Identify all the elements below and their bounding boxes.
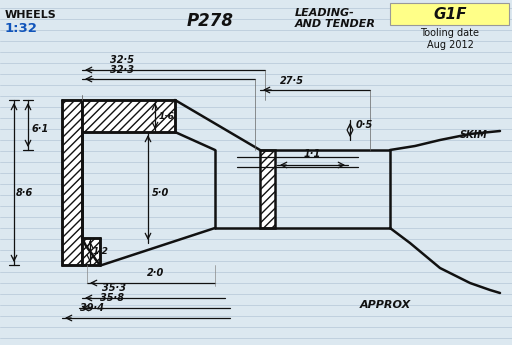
Text: P278: P278: [186, 12, 233, 30]
Bar: [390, 3, 509, 25]
Text: 0·5: 0·5: [356, 120, 373, 130]
Text: 39·4: 39·4: [80, 303, 104, 313]
Text: 35·3: 35·3: [102, 283, 126, 293]
Text: 1·2: 1·2: [93, 247, 109, 256]
Text: WHEELS: WHEELS: [5, 10, 57, 20]
Polygon shape: [82, 100, 175, 132]
Text: 1·6: 1·6: [159, 111, 175, 120]
Text: Tooling date
Aug 2012: Tooling date Aug 2012: [420, 28, 480, 50]
Text: AND TENDER: AND TENDER: [295, 19, 376, 29]
Text: 1:32: 1:32: [5, 22, 38, 35]
Text: 8·6: 8·6: [16, 187, 33, 197]
Text: 35·8: 35·8: [100, 293, 124, 303]
Text: 27·5: 27·5: [280, 76, 304, 86]
Polygon shape: [82, 238, 100, 265]
Polygon shape: [260, 150, 275, 228]
Text: 2·0: 2·0: [147, 268, 165, 278]
Text: 32·3: 32·3: [110, 65, 134, 75]
Text: 5·0: 5·0: [152, 187, 169, 197]
Text: APPROX: APPROX: [360, 300, 411, 310]
Text: LEADING-: LEADING-: [295, 8, 355, 18]
Text: 1·1: 1·1: [304, 149, 321, 159]
Text: SKIM: SKIM: [460, 130, 488, 140]
Polygon shape: [62, 100, 82, 265]
Text: G1F: G1F: [433, 7, 467, 21]
Text: 6·1: 6·1: [32, 124, 49, 134]
Text: 32·5: 32·5: [110, 55, 134, 65]
